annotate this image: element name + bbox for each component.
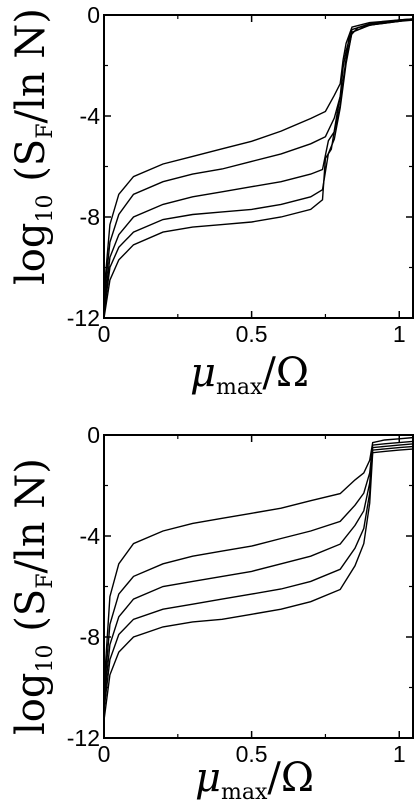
y-tick-label: 0 — [87, 2, 100, 28]
y-tick-label: 0 — [87, 422, 100, 448]
chart-plot-bottom: 0 0.5 1 0 -4 -8 -12 — [67, 422, 414, 767]
chart-panel-bottom: 0 0.5 1 0 -4 -8 -12 log10 (SF/ln N) μmax/Ω — [0, 405, 414, 810]
chart-plot-top: 0 0.5 1 0 -4 -8 -12 — [67, 2, 414, 347]
series-line-2 — [103, 18, 414, 301]
x-tick-label: 1 — [393, 741, 406, 767]
y-axis-label-bottom: log10 (SF/ln N) — [8, 458, 58, 735]
chart-panel-top: 0 0.5 1 0 -4 -8 -12 log10 (SF/ln N) μmax/Ω — [8, 2, 414, 400]
series-line-4 — [103, 445, 414, 711]
y-tick-label: -8 — [80, 624, 100, 650]
series-line-4 — [103, 18, 414, 314]
series-line-3 — [103, 18, 414, 308]
series-line-3 — [103, 443, 414, 703]
x-tick-label: 0.5 — [236, 741, 268, 767]
x-tick-label: 0 — [98, 741, 111, 767]
y-axis-label-top: log10 (SF/ln N) — [8, 8, 58, 285]
plot-frame — [103, 434, 414, 739]
series-line-1 — [103, 436, 414, 688]
x-tick-label: 0.5 — [236, 321, 268, 347]
series-line-5 — [103, 19, 414, 319]
x-tick-label: 0 — [98, 321, 111, 347]
plot-frame — [103, 14, 414, 319]
series-line-1 — [103, 18, 414, 293]
y-tick-label: -4 — [80, 523, 101, 549]
series-line-5 — [103, 448, 414, 721]
x-axis-label-bottom: μmax/Ω — [195, 755, 315, 805]
y-tick-label: -8 — [80, 204, 100, 230]
y-tick-label: -12 — [67, 305, 100, 331]
y-tick-label: -4 — [80, 103, 101, 129]
series-line-2 — [103, 440, 414, 696]
y-tick-label: -12 — [67, 725, 100, 751]
x-tick-label: 1 — [393, 321, 406, 347]
x-axis-label-top: μmax/Ω — [190, 350, 310, 400]
